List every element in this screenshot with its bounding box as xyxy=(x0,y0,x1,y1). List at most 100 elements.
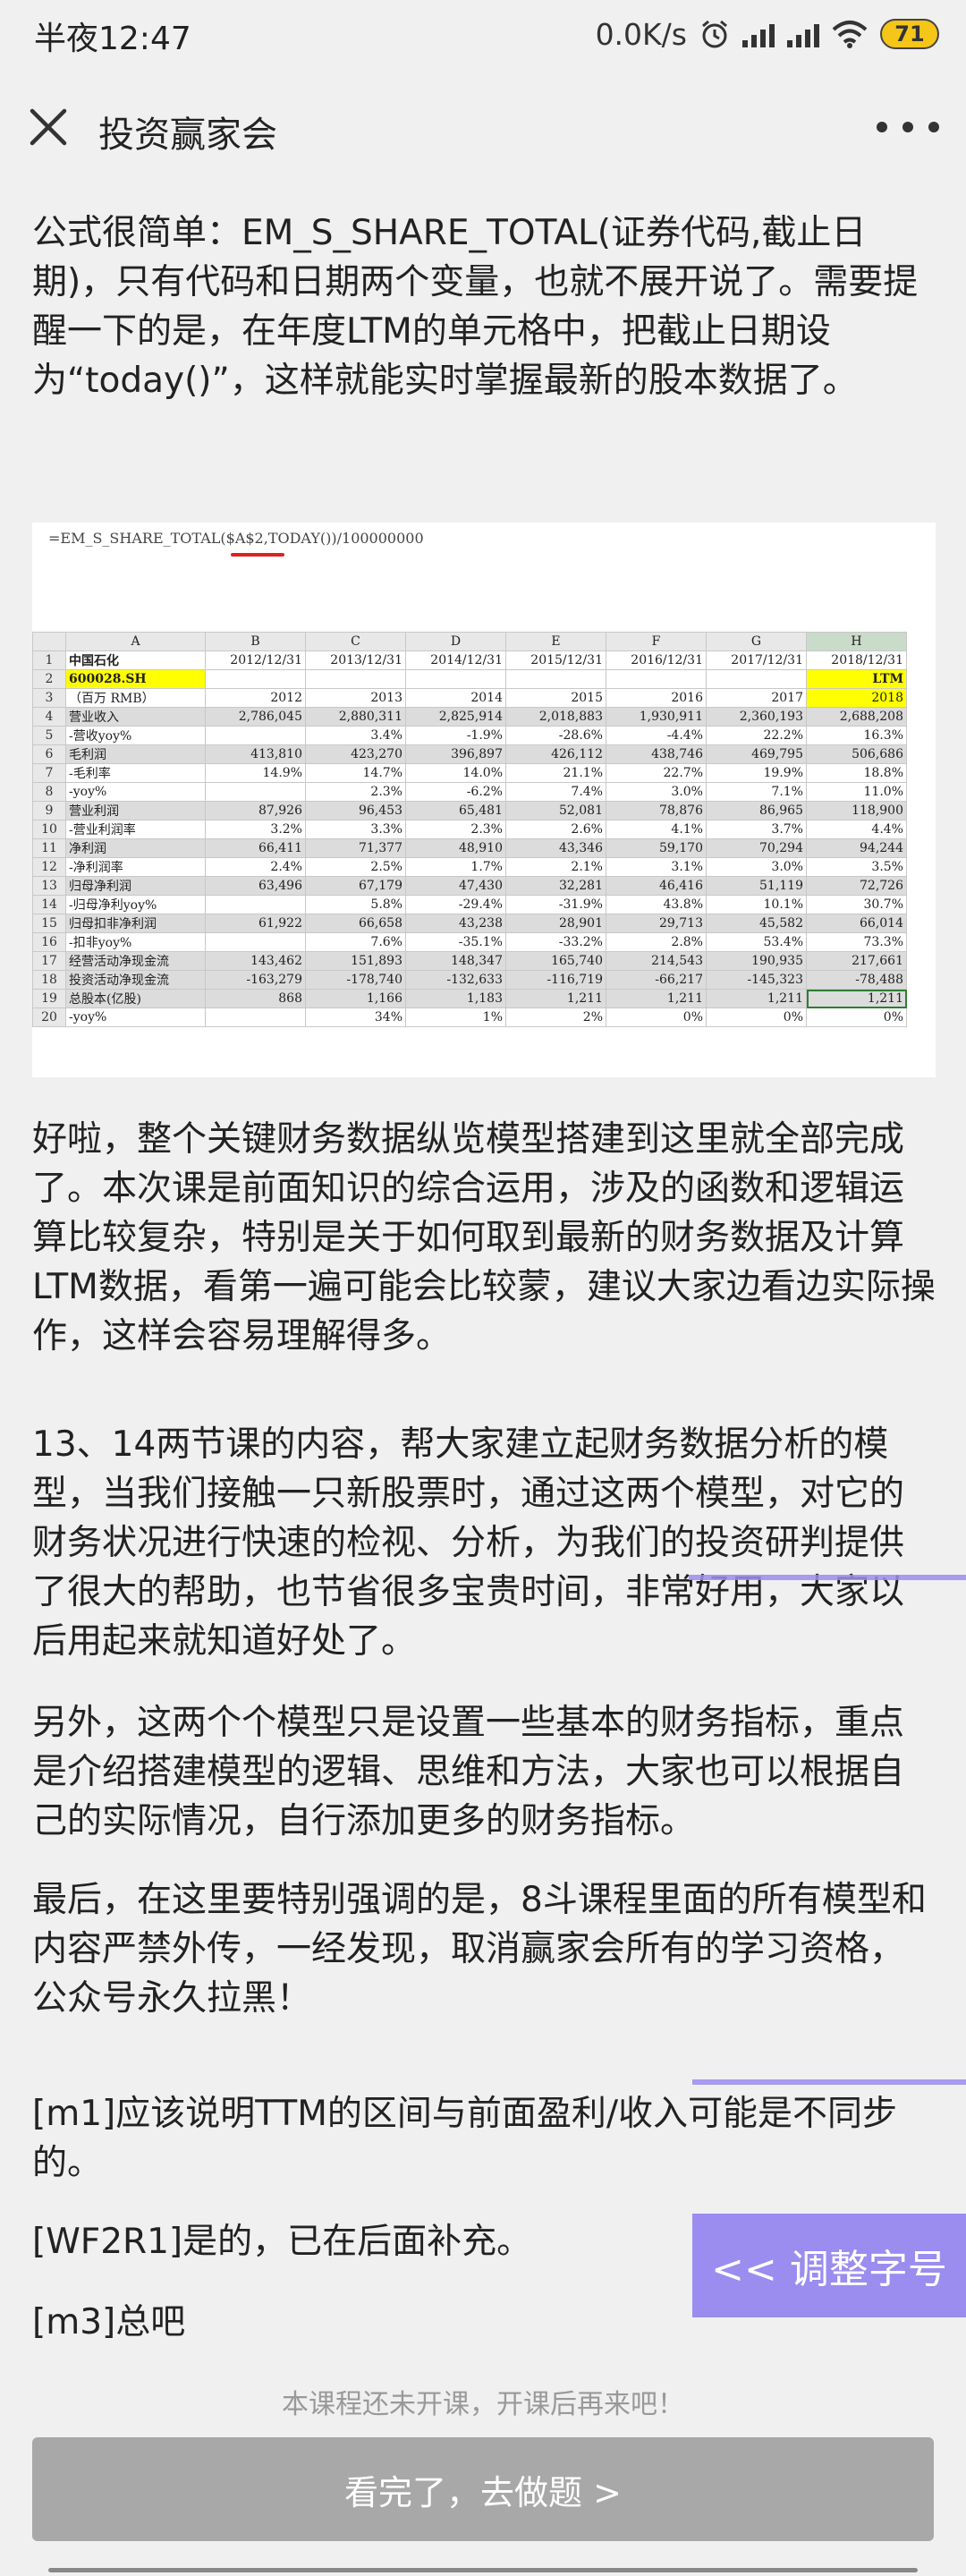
sheet-cell: 18.8% xyxy=(806,763,907,783)
sheet-cell: 11.0% xyxy=(806,782,907,802)
sheet-column-header: A xyxy=(65,632,206,651)
sheet-cell: 3.4% xyxy=(305,726,406,745)
sheet-cell: 2,786,045 xyxy=(205,707,306,727)
network-speed: 0.0K/s xyxy=(595,16,687,52)
spreadsheet-grid: A B C D E F G H 1 中国石化 2012/12/31 2013/12/31 2014/12… xyxy=(32,632,907,1027)
sheet-cell: 2018/12/31 xyxy=(806,650,907,670)
sheet-cell: 1,183 xyxy=(405,989,506,1008)
sheet-cell: 2014 xyxy=(405,688,506,708)
sheet-cell: 426,112 xyxy=(505,744,606,764)
sheet-cell: -扣非yoy% xyxy=(65,932,206,952)
sheet-cell: 2014/12/31 xyxy=(405,650,506,670)
sheet-cell: 2012/12/31 xyxy=(205,650,306,670)
sheet-cell: 1,211 xyxy=(606,989,707,1008)
sheet-row: 6 毛利润 413,810 423,270 396,897 426,112 438,746 4… xyxy=(32,744,907,764)
sheet-row-number: 16 xyxy=(32,932,66,952)
sheet-cell: 16.3% xyxy=(806,726,907,745)
sheet-cell: -毛利率 xyxy=(65,763,206,783)
sheet-cell: 2015/12/31 xyxy=(505,650,606,670)
sheet-cell: -163,279 xyxy=(205,970,306,990)
sheet-cell: 151,893 xyxy=(305,951,406,971)
sheet-cell: 45,582 xyxy=(706,914,807,933)
sheet-row: 20 -yoy% 34% 1% 2% 0% 0% 0% xyxy=(32,1007,907,1027)
sheet-cell: 1,930,911 xyxy=(606,707,707,727)
close-icon[interactable] xyxy=(23,102,73,152)
sheet-cell: 47,430 xyxy=(405,876,506,896)
sheet-cell: 2.8% xyxy=(606,932,707,952)
sheet-cell: 63,496 xyxy=(205,876,306,896)
sheet-row: 2 600028.SH LTM xyxy=(32,669,907,689)
sheet-row: 16 -扣非yoy% 7.6% -35.1% -33.2% 2.8% 53.4% 73.3% xyxy=(32,932,907,952)
sheet-cell: -31.9% xyxy=(505,895,606,914)
sheet-cell: 4.4% xyxy=(806,820,907,839)
sheet-cell: 2.3% xyxy=(405,820,506,839)
sheet-cell: 59,170 xyxy=(606,838,707,858)
status-bar: 半夜12:47 0.0K/s 71 xyxy=(0,0,966,68)
sheet-cell: 2,688,208 xyxy=(806,707,907,727)
sheet-cell: 0% xyxy=(606,1007,707,1027)
sheet-cell xyxy=(405,669,506,689)
sheet-cell: 2013 xyxy=(305,688,406,708)
sheet-cell: 19.9% xyxy=(706,763,807,783)
sheet-cell: -净利润率 xyxy=(65,857,206,877)
sheet-column-header xyxy=(32,632,66,651)
sheet-row: 4 营业收入 2,786,045 2,880,311 2,825,914 2,018,88… xyxy=(32,707,907,727)
sheet-row: 10 -营业利润率 3.2% 3.3% 2.3% 2.6% 4.1% 3.7% 4.4% xyxy=(32,820,907,839)
sheet-cell: 2.5% xyxy=(305,857,406,877)
sheet-cell: 14.9% xyxy=(205,763,306,783)
formula-bar: =EM_S_SHARE_TOTAL($A$2,TODAY())/10000000… xyxy=(48,530,424,547)
sheet-row: 5 -营收yoy% 3.4% -1.9% -28.6% -4.4% 22.2% 16.3% xyxy=(32,726,907,745)
paragraph-extra: 另外，这两个个模型只是设置一些基本的财务指标，重点是介绍搭建模型的逻辑、思维和方… xyxy=(32,1703,905,1841)
formula-underline-mark xyxy=(231,553,284,557)
sheet-cell: 29,713 xyxy=(606,914,707,933)
sheet-cell: 2016/12/31 xyxy=(606,650,707,670)
sheet-cell: 868 xyxy=(205,989,306,1008)
sheet-row-number: 19 xyxy=(32,989,66,1008)
home-indicator xyxy=(48,2568,918,2572)
more-options-icon[interactable] xyxy=(877,109,939,145)
sheet-cell: 118,900 xyxy=(806,801,907,820)
sheet-cell: 归母扣非净利润 xyxy=(65,914,206,933)
sheet-cell: 经营活动净现金流 xyxy=(65,951,206,971)
sheet-row: 18 投资活动净现金流 -163,279 -178,740 -132,633 -116,7… xyxy=(32,970,907,990)
sheet-cell: 3.2% xyxy=(205,820,306,839)
sheet-row-number: 3 xyxy=(32,688,66,708)
sheet-row: 15 归母扣非净利润 61,922 66,658 43,238 28,901 29,713 4… xyxy=(32,914,907,933)
sheet-cell: 96,453 xyxy=(305,801,406,820)
paragraph-models: 13、14两节课的内容，帮大家建立起财务数据分析的模型，当我们接触一只新股票时，… xyxy=(32,1424,905,1662)
sheet-cell: -33.2% xyxy=(505,932,606,952)
sheet-row-number: 8 xyxy=(32,782,66,802)
sheet-cell: 投资活动净现金流 xyxy=(65,970,206,990)
sheet-cell: 7.6% xyxy=(305,932,406,952)
paragraph-summary: 好啦，整个关键财务数据纵览模型搭建到这里就全部完成了。本次课是前面知识的综合运用… xyxy=(32,1119,936,1356)
sheet-cell: 61,922 xyxy=(205,914,306,933)
sheet-cell: 14.0% xyxy=(405,763,506,783)
sheet-cell: 3.7% xyxy=(706,820,807,839)
sheet-cell: 2,360,193 xyxy=(706,707,807,727)
sheet-row-number: 5 xyxy=(32,726,66,745)
sheet-cell: 3.3% xyxy=(305,820,406,839)
sheet-cell: 28,901 xyxy=(505,914,606,933)
sheet-cell: 71,377 xyxy=(305,838,406,858)
course-not-started-notice: 本课程还未开课，开课后再来吧！ xyxy=(282,2389,684,2420)
sheet-cell: 5.8% xyxy=(305,895,406,914)
sheet-cell: 2016 xyxy=(606,688,707,708)
sheet-cell: 48,910 xyxy=(405,838,506,858)
sheet-cell: 423,270 xyxy=(305,744,406,764)
sheet-row: 8 -yoy% 2.3% -6.2% 7.4% 3.0% 7.1% 11.0% xyxy=(32,782,907,802)
sheet-cell xyxy=(205,782,306,802)
sheet-cell: 2% xyxy=(505,1007,606,1027)
sheet-cell: 214,543 xyxy=(606,951,707,971)
sheet-cell: -营收yoy% xyxy=(65,726,206,745)
sheet-row: 17 经营活动净现金流 143,462 151,893 148,347 165,740 21… xyxy=(32,951,907,971)
adjust-font-size-button[interactable]: << 调整字号 xyxy=(692,2214,966,2317)
finish-and-quiz-button[interactable]: 看完了，去做题 > xyxy=(32,2437,934,2541)
sheet-row-number: 17 xyxy=(32,951,66,971)
sheet-column-header: C xyxy=(305,632,406,651)
sheet-cell: 3.0% xyxy=(606,782,707,802)
sheet-cell: 1,211 xyxy=(806,989,907,1008)
sheet-cell: -29.4% xyxy=(405,895,506,914)
sheet-cell: 1.7% xyxy=(405,857,506,877)
sheet-cell xyxy=(205,932,306,952)
